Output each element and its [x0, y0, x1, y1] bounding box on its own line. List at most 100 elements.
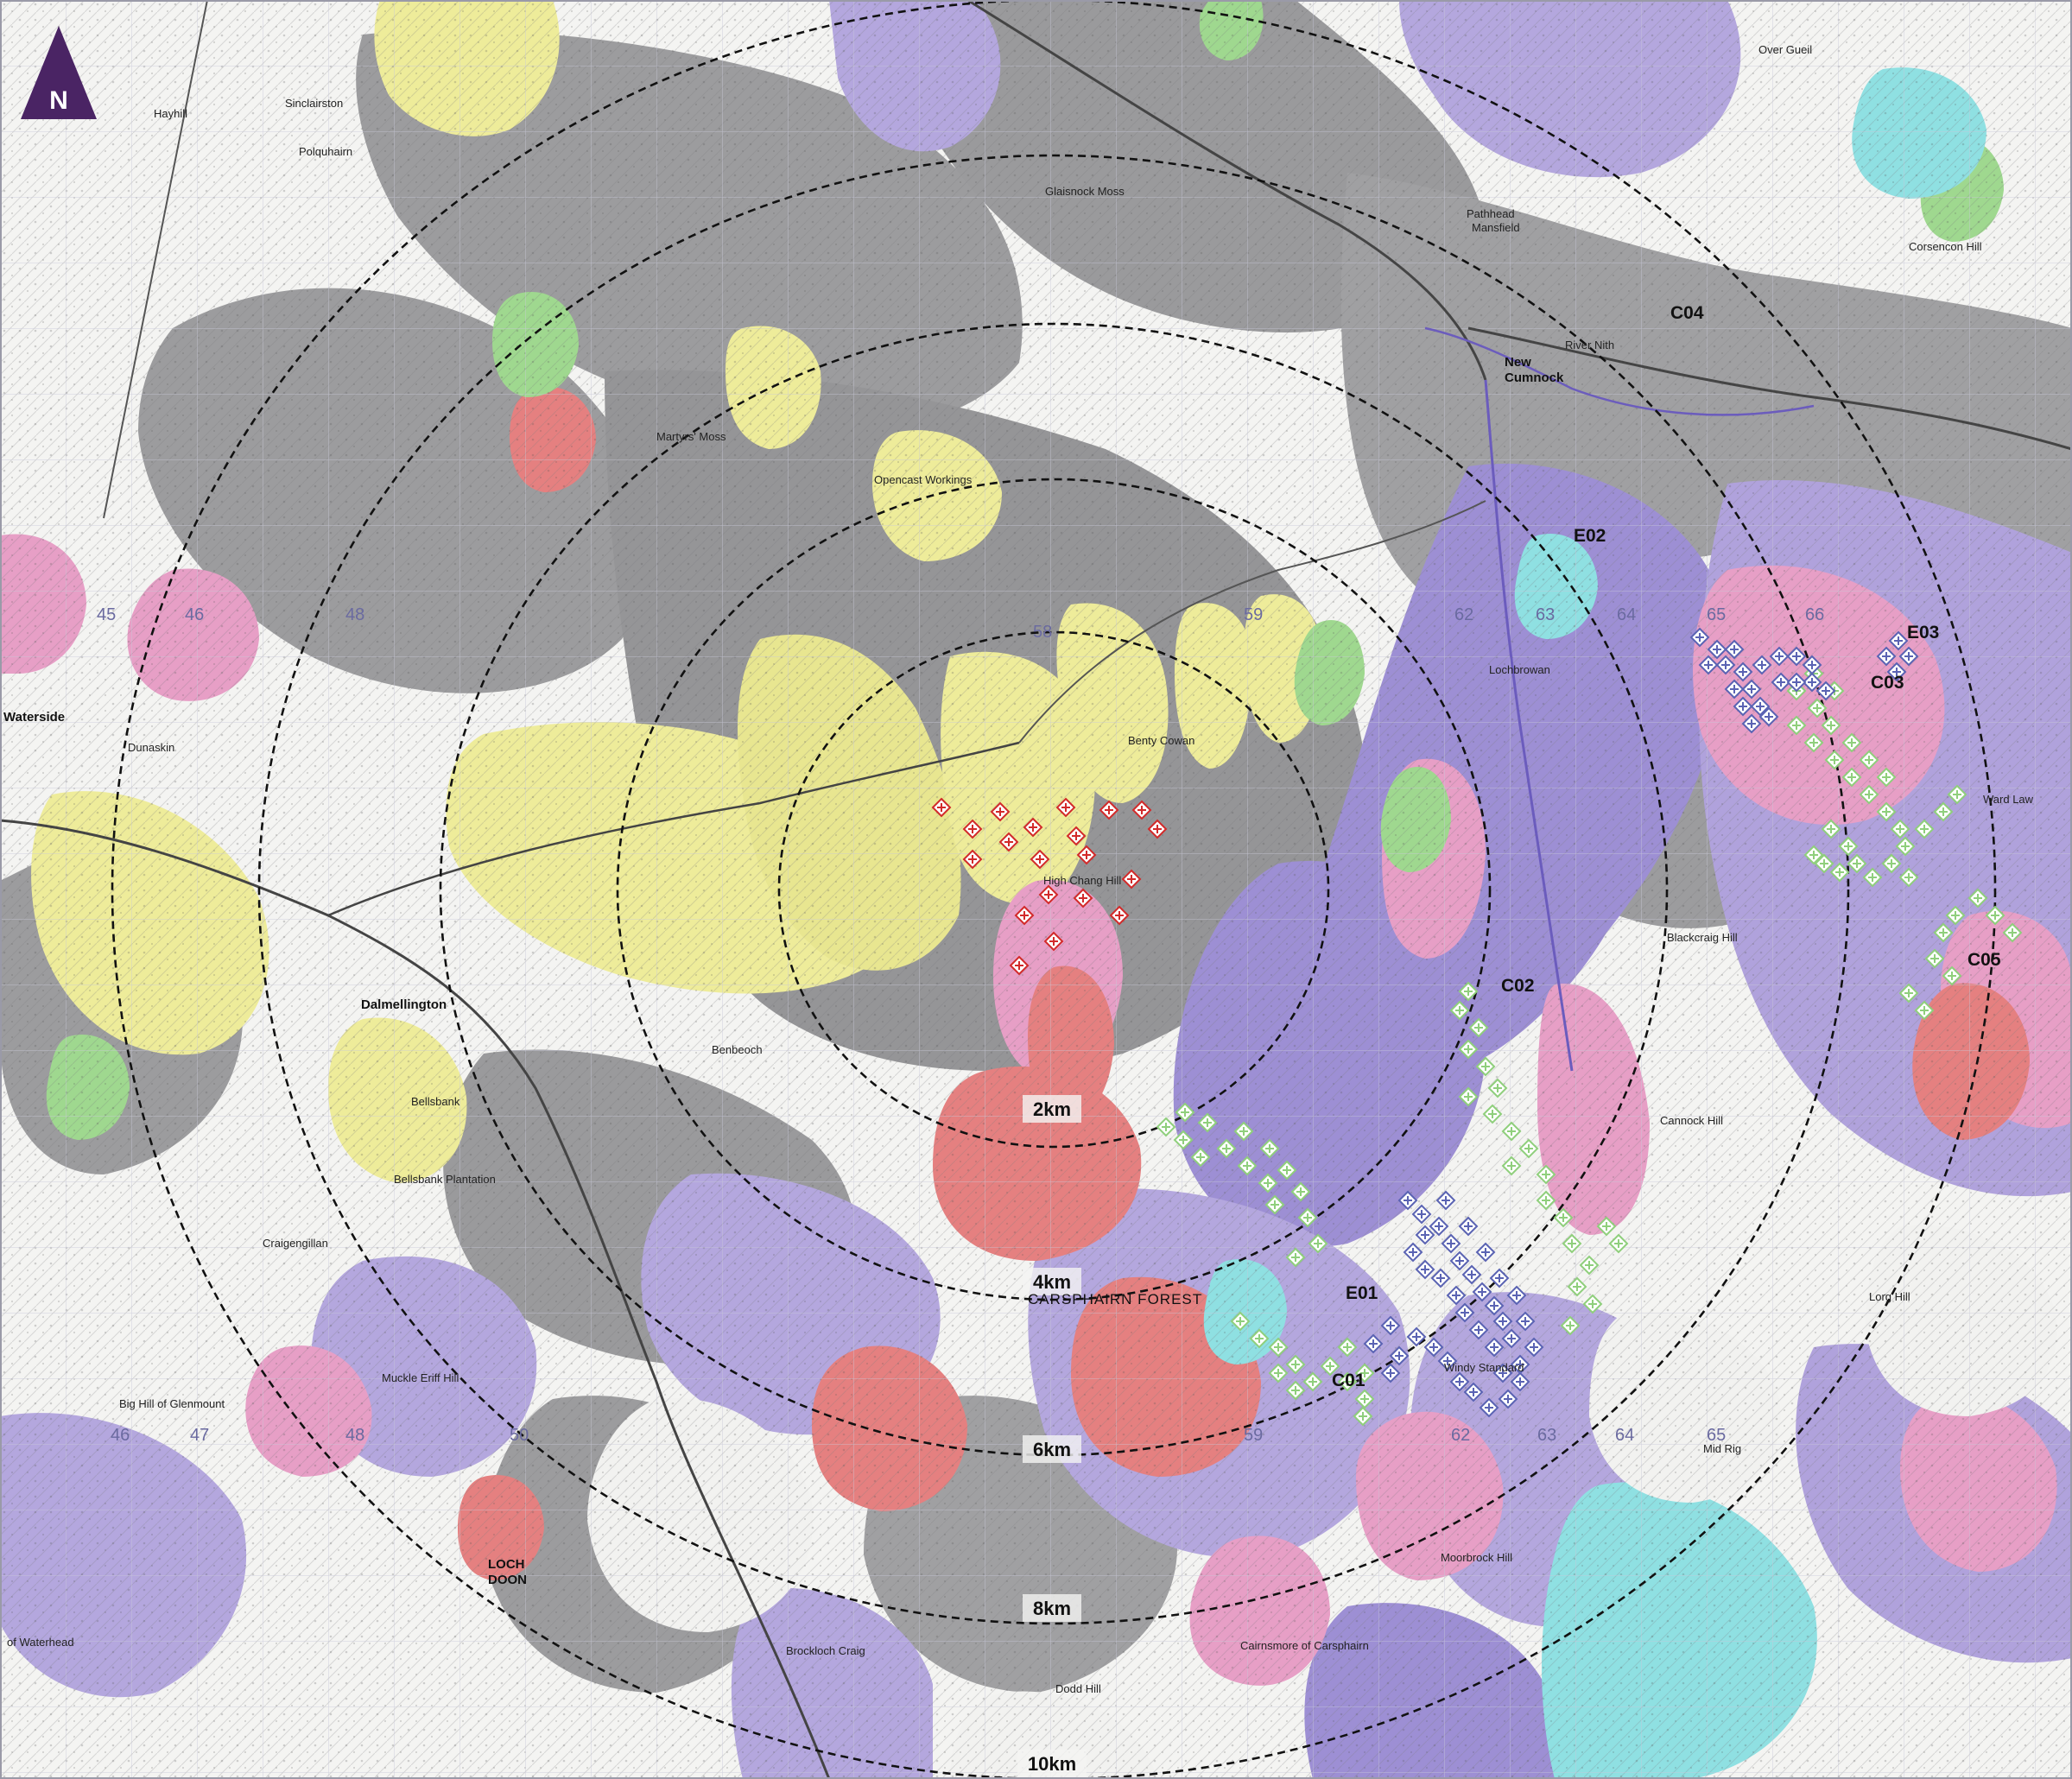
- forest-label: CARSPHAIRN FOREST: [1028, 1291, 1202, 1307]
- cumulative-turbine-marker: [1814, 853, 1834, 874]
- place-craigengillan: Craigengillan: [263, 1237, 328, 1250]
- place-cairnsmore: Cairnsmore of Carsphairn: [1240, 1639, 1369, 1652]
- cumulative-turbine-marker: [1501, 1121, 1522, 1142]
- place-bellsbank-plantation: Bellsbank Plantation: [394, 1173, 496, 1186]
- place-pathhead: Pathhead: [1467, 207, 1515, 220]
- cumulative-turbine-marker: [1285, 1247, 1306, 1268]
- town-loch-doon-2: DOON: [488, 1573, 527, 1587]
- proposed-turbine-marker: [1073, 888, 1093, 908]
- existing-turbine-marker: [1423, 1337, 1444, 1358]
- existing-turbine-marker: [1724, 639, 1745, 660]
- cumulative-turbine-marker: [1947, 784, 1967, 805]
- site-label-e01: E01: [1346, 1283, 1378, 1303]
- cumulative-turbine-marker: [1898, 867, 1919, 888]
- cumulative-turbine-marker: [1458, 981, 1479, 1002]
- existing-turbine-marker: [1741, 713, 1762, 734]
- cumulative-turbine-marker: [1821, 819, 1841, 839]
- cumulative-turbine-marker: [1967, 888, 1988, 908]
- cumulative-turbine-marker: [1803, 732, 1824, 753]
- cumulative-turbine-marker: [1933, 922, 1954, 943]
- cumulative-turbine-marker: [1449, 1000, 1470, 1021]
- grid-number: 50: [510, 1426, 529, 1445]
- proposed-turbine-marker: [1055, 797, 1076, 818]
- north-arrow-label: N: [49, 86, 68, 115]
- existing-turbine-marker: [1515, 1311, 1536, 1332]
- cumulative-turbine-marker: [1942, 965, 1962, 986]
- proposed-turbine-marker: [990, 801, 1011, 822]
- place-river-nith: River Nith: [1565, 339, 1614, 351]
- cumulative-turbine-marker: [1458, 1086, 1479, 1107]
- cumulative-turbine-marker: [1536, 1164, 1556, 1185]
- cumulative-turbine-marker: [1847, 853, 1867, 874]
- existing-turbine-marker: [1815, 681, 1836, 701]
- cumulative-turbine-marker: [1230, 1311, 1251, 1332]
- cumulative-turbine-marker: [1829, 862, 1850, 883]
- existing-turbine-marker: [1406, 1326, 1427, 1347]
- cumulative-turbine-marker: [1803, 845, 1824, 865]
- place-muckle-eriff-hill: Muckle Eriff Hill: [382, 1371, 459, 1384]
- existing-turbine-marker: [1689, 627, 1710, 648]
- site-label-c05: C05: [1967, 950, 2001, 970]
- cumulative-turbine-marker: [1308, 1233, 1328, 1254]
- proposed-turbine-marker: [1131, 800, 1152, 820]
- cumulative-turbine-marker: [1859, 784, 1879, 805]
- cumulative-turbine-marker: [1268, 1337, 1289, 1358]
- cumulative-turbine-marker: [1914, 819, 1935, 839]
- grid-number: 63: [1536, 605, 1555, 624]
- existing-turbine-marker: [1489, 1268, 1510, 1288]
- place-benty-cowan: Benty Cowan: [1128, 734, 1194, 747]
- existing-turbine-marker: [1498, 1389, 1518, 1409]
- cumulative-turbine-marker: [1924, 948, 1945, 969]
- town-new-cumnock-1: New: [1505, 355, 1531, 370]
- cumulative-turbine-marker: [2002, 922, 2023, 943]
- cumulative-turbine-marker: [1536, 1190, 1556, 1211]
- existing-turbine-marker: [1446, 1285, 1467, 1306]
- existing-turbine-marker: [1380, 1363, 1401, 1383]
- proposed-turbine-marker: [1109, 905, 1130, 926]
- site-label-c03: C03: [1871, 673, 1904, 693]
- grid-number: 46: [111, 1426, 130, 1445]
- existing-turbine-marker: [1380, 1315, 1401, 1336]
- site-label-c02: C02: [1501, 976, 1535, 996]
- cumulative-turbine-marker: [1277, 1160, 1297, 1181]
- cumulative-turbine-marker: [1876, 767, 1897, 788]
- proposed-turbine-marker: [931, 797, 952, 818]
- cumulative-turbine-marker: [1216, 1138, 1237, 1159]
- place-bellsbank: Bellsbank: [411, 1095, 460, 1108]
- proposed-turbines: [931, 797, 1168, 976]
- place-waterhead: of Waterhead: [7, 1636, 74, 1649]
- existing-turbine-marker: [1715, 655, 1736, 675]
- place-opencast-workings: Opencast Workings: [874, 473, 973, 486]
- place-moorbrock-hill: Moorbrock Hill: [1441, 1551, 1512, 1564]
- existing-turbine-marker: [1429, 1216, 1449, 1237]
- cumulative-turbine-marker: [1354, 1389, 1375, 1409]
- cumulative-turbine-marker: [1945, 905, 1966, 926]
- cumulative-turbine-marker: [1824, 750, 1845, 770]
- place-lochbrowan: Lochbrowan: [1489, 663, 1550, 676]
- site-labels: C01 C02 C03 C04 C05 E01 E02 E03: [1332, 303, 2001, 1390]
- cumulative-turbine-marker: [1841, 732, 1862, 753]
- existing-turbine-marker: [1389, 1345, 1410, 1366]
- grid-number: 64: [1617, 605, 1636, 624]
- existing-turbine-marker: [1752, 655, 1772, 675]
- cumulative-turbine-marker: [1876, 801, 1897, 822]
- cumulative-turbine-marker: [1337, 1337, 1358, 1358]
- place-dodd-hill: Dodd Hill: [1055, 1682, 1101, 1695]
- cumulative-turbine-marker: [1914, 1000, 1935, 1021]
- place-over-gueil: Over Gueil: [1758, 43, 1812, 56]
- cumulative-turbine-marker: [1821, 715, 1841, 736]
- cumulative-turbine-marker: [1249, 1328, 1270, 1349]
- existing-turbine-marker: [1397, 1190, 1418, 1211]
- north-arrow: N: [21, 26, 97, 119]
- existing-turbine-marker: [1363, 1333, 1384, 1354]
- grid-number: 45: [97, 605, 116, 624]
- existing-turbine-marker: [1698, 655, 1719, 675]
- place-sinclairston: Sinclairston: [285, 97, 343, 110]
- cumulative-turbine-marker: [1197, 1112, 1218, 1133]
- proposed-turbine-marker: [1038, 884, 1059, 905]
- place-glaisnock-moss: Glaisnock Moss: [1045, 185, 1125, 198]
- grid-number: 59: [1244, 605, 1263, 624]
- existing-turbine-marker: [1724, 679, 1745, 700]
